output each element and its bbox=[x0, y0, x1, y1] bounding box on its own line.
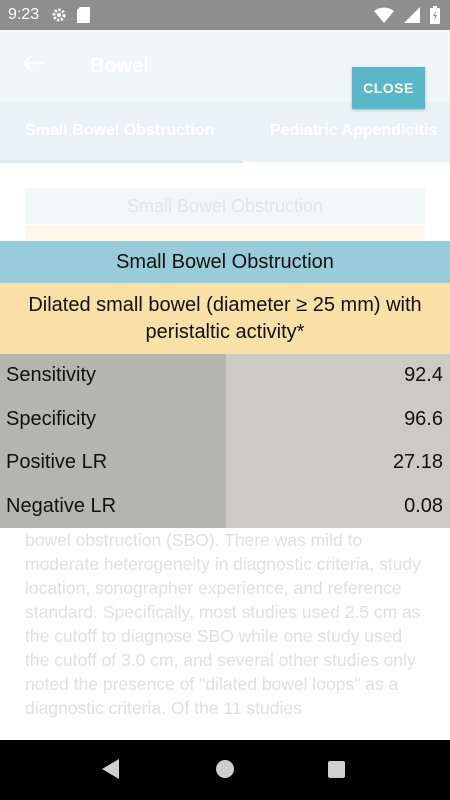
status-bar: 9:23 bbox=[0, 0, 450, 30]
close-button[interactable]: CLOSE bbox=[352, 67, 425, 109]
stat-label-negative-lr: Negative LR bbox=[6, 494, 117, 517]
stats-label-column: Sensitivity Specificity Positive LR Nega… bbox=[0, 354, 226, 528]
dialog-title: Small Bowel Obstruction bbox=[0, 241, 450, 283]
stat-value-specificity: 96.6 bbox=[404, 407, 443, 430]
stats-dialog: Small Bowel Obstruction Dilated small bo… bbox=[0, 241, 450, 528]
dialog-subtitle: Dilated small bowel (diameter ≥ 25 mm) w… bbox=[0, 283, 450, 354]
stat-value-positive-lr: 27.18 bbox=[392, 451, 443, 474]
sd-card-icon bbox=[77, 7, 91, 23]
background-paragraph: bowel obstruction (SBO). There was mild … bbox=[25, 530, 421, 718]
signal-icon bbox=[404, 7, 420, 28]
wifi-icon bbox=[374, 7, 394, 28]
nav-recents-icon[interactable] bbox=[328, 761, 345, 778]
stat-label-positive-lr: Positive LR bbox=[6, 451, 108, 474]
tab-indicator bbox=[0, 160, 243, 163]
status-time: 9:23 bbox=[8, 6, 40, 23]
arrow-left-icon[interactable] bbox=[22, 52, 44, 80]
stat-label-specificity: Specificity bbox=[6, 407, 97, 430]
tab-bar: Small Bowel Obstruction Pediatric Append… bbox=[0, 102, 450, 162]
nav-home-icon[interactable] bbox=[216, 760, 234, 778]
navigation-bar bbox=[0, 740, 450, 800]
stat-value-negative-lr: 0.08 bbox=[404, 494, 443, 517]
background-card-subtitle bbox=[25, 225, 425, 245]
tab-pediatric-appendicitis[interactable]: Pediatric Appendicitis bbox=[270, 122, 438, 139]
toolbar-title: Bowel bbox=[90, 55, 149, 77]
stat-value-sensitivity: 92.4 bbox=[404, 364, 443, 387]
tab-small-bowel-obstruction[interactable]: Small Bowel Obstruction bbox=[25, 122, 215, 139]
nav-back-icon[interactable] bbox=[102, 759, 120, 784]
stats-value-column: 92.4 96.6 27.18 0.08 bbox=[226, 354, 450, 528]
gear-icon bbox=[51, 7, 67, 23]
battery-icon bbox=[430, 6, 440, 29]
stat-label-sensitivity: Sensitivity bbox=[6, 364, 97, 387]
background-card-title: Small Bowel Obstruction bbox=[25, 188, 425, 224]
stats-table: Sensitivity Specificity Positive LR Nega… bbox=[0, 354, 450, 528]
